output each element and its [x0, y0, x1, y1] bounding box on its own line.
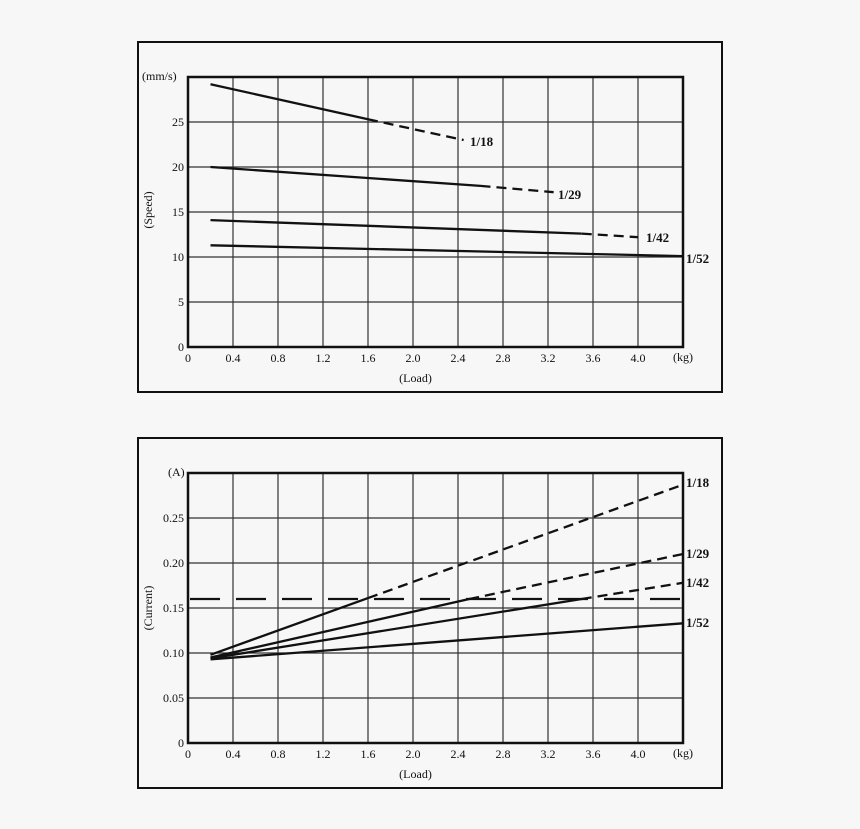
series-label-1-18: 1/18: [470, 134, 494, 149]
x-tick-label: 2.0: [406, 351, 421, 365]
series-line-1-29-dashed: [469, 552, 684, 601]
x-tick-label: 0.4: [226, 351, 241, 365]
x-tick-label: 3.6: [586, 747, 601, 761]
y-unit-label: (mm/s): [142, 69, 177, 83]
series-line-1-18-solid: [210, 597, 369, 656]
x-tick-label: 4.0: [631, 351, 646, 365]
x-tick-label: 3.2: [541, 351, 556, 365]
x-tick-label: 1.6: [361, 351, 376, 365]
x-tick-label: 2.8: [496, 747, 511, 761]
series-line-1-18-solid: [210, 83, 369, 121]
series-line-1-18-dashed: [367, 483, 684, 600]
series-label-1-52: 1/52: [686, 251, 709, 266]
x-unit-label: (kg): [673, 746, 693, 760]
series-label-1-18: 1/18: [686, 475, 710, 490]
x-tick-label: 2.0: [406, 747, 421, 761]
y-tick-label: 15: [172, 205, 184, 219]
x-tick-label: 4.0: [631, 747, 646, 761]
speed-chart-frame: [137, 41, 723, 393]
series-line-1-18-dashed: [367, 118, 464, 142]
x-unit-label: (kg): [673, 350, 693, 364]
x-tick-label: 3.2: [541, 747, 556, 761]
series-line-1-42-dashed: [581, 581, 684, 601]
x-tick-label: 1.2: [316, 747, 331, 761]
series-label-1-29: 1/29: [558, 187, 582, 202]
x-tick-label: 3.6: [586, 351, 601, 365]
y-tick-label: 0.25: [163, 511, 184, 525]
plot-border: [186, 75, 685, 349]
series-line-1-52-solid: [210, 622, 684, 661]
y-tick-label: 0.20: [163, 556, 184, 570]
x-tick-label: 0.4: [226, 747, 241, 761]
series-label-1-42: 1/42: [646, 230, 669, 245]
series-line-1-42-solid: [210, 218, 582, 235]
y-tick-label: 0.05: [163, 691, 184, 705]
y-tick-label: 25: [172, 115, 184, 129]
series-label-1-29: 1/29: [686, 546, 710, 561]
series-line-1-29-dashed: [480, 184, 554, 194]
series-label-1-42: 1/42: [686, 575, 709, 590]
x-tick-label: 1.2: [316, 351, 331, 365]
y-tick-label: 5: [178, 295, 184, 309]
series-line-1-29-solid: [210, 165, 481, 188]
x-tick-label: 0.8: [271, 747, 286, 761]
y-tick-label: 0.10: [163, 646, 184, 660]
y-unit-label: (A): [168, 465, 185, 479]
y-tick-label: 10: [172, 250, 184, 264]
x-tick-label: 0.8: [271, 351, 286, 365]
y-tick-label: 0: [178, 736, 184, 750]
x-tick-label: 2.4: [451, 351, 466, 365]
series-line-1-29-solid: [210, 597, 470, 659]
y-axis-label: (Current): [141, 586, 155, 631]
x-tick-label: 1.6: [361, 747, 376, 761]
series-line-1-42-dashed: [581, 232, 639, 239]
x-tick-label: 0: [185, 747, 191, 761]
x-axis-label: (Load): [399, 371, 432, 385]
y-tick-label: 0: [178, 340, 184, 354]
x-tick-label: 0: [185, 351, 191, 365]
x-tick-label: 2.8: [496, 351, 511, 365]
y-axis-label: (Speed): [141, 191, 155, 228]
plot-border: [186, 471, 685, 745]
y-tick-label: 0.15: [163, 601, 184, 615]
series-label-1-52: 1/52: [686, 615, 709, 630]
series-line-1-42-solid: [210, 597, 582, 660]
current-chart-frame: [137, 437, 723, 789]
x-tick-label: 2.4: [451, 747, 466, 761]
x-axis-label: (Load): [399, 767, 432, 781]
y-tick-label: 20: [172, 160, 184, 174]
series-line-1-52-solid: [210, 244, 684, 258]
